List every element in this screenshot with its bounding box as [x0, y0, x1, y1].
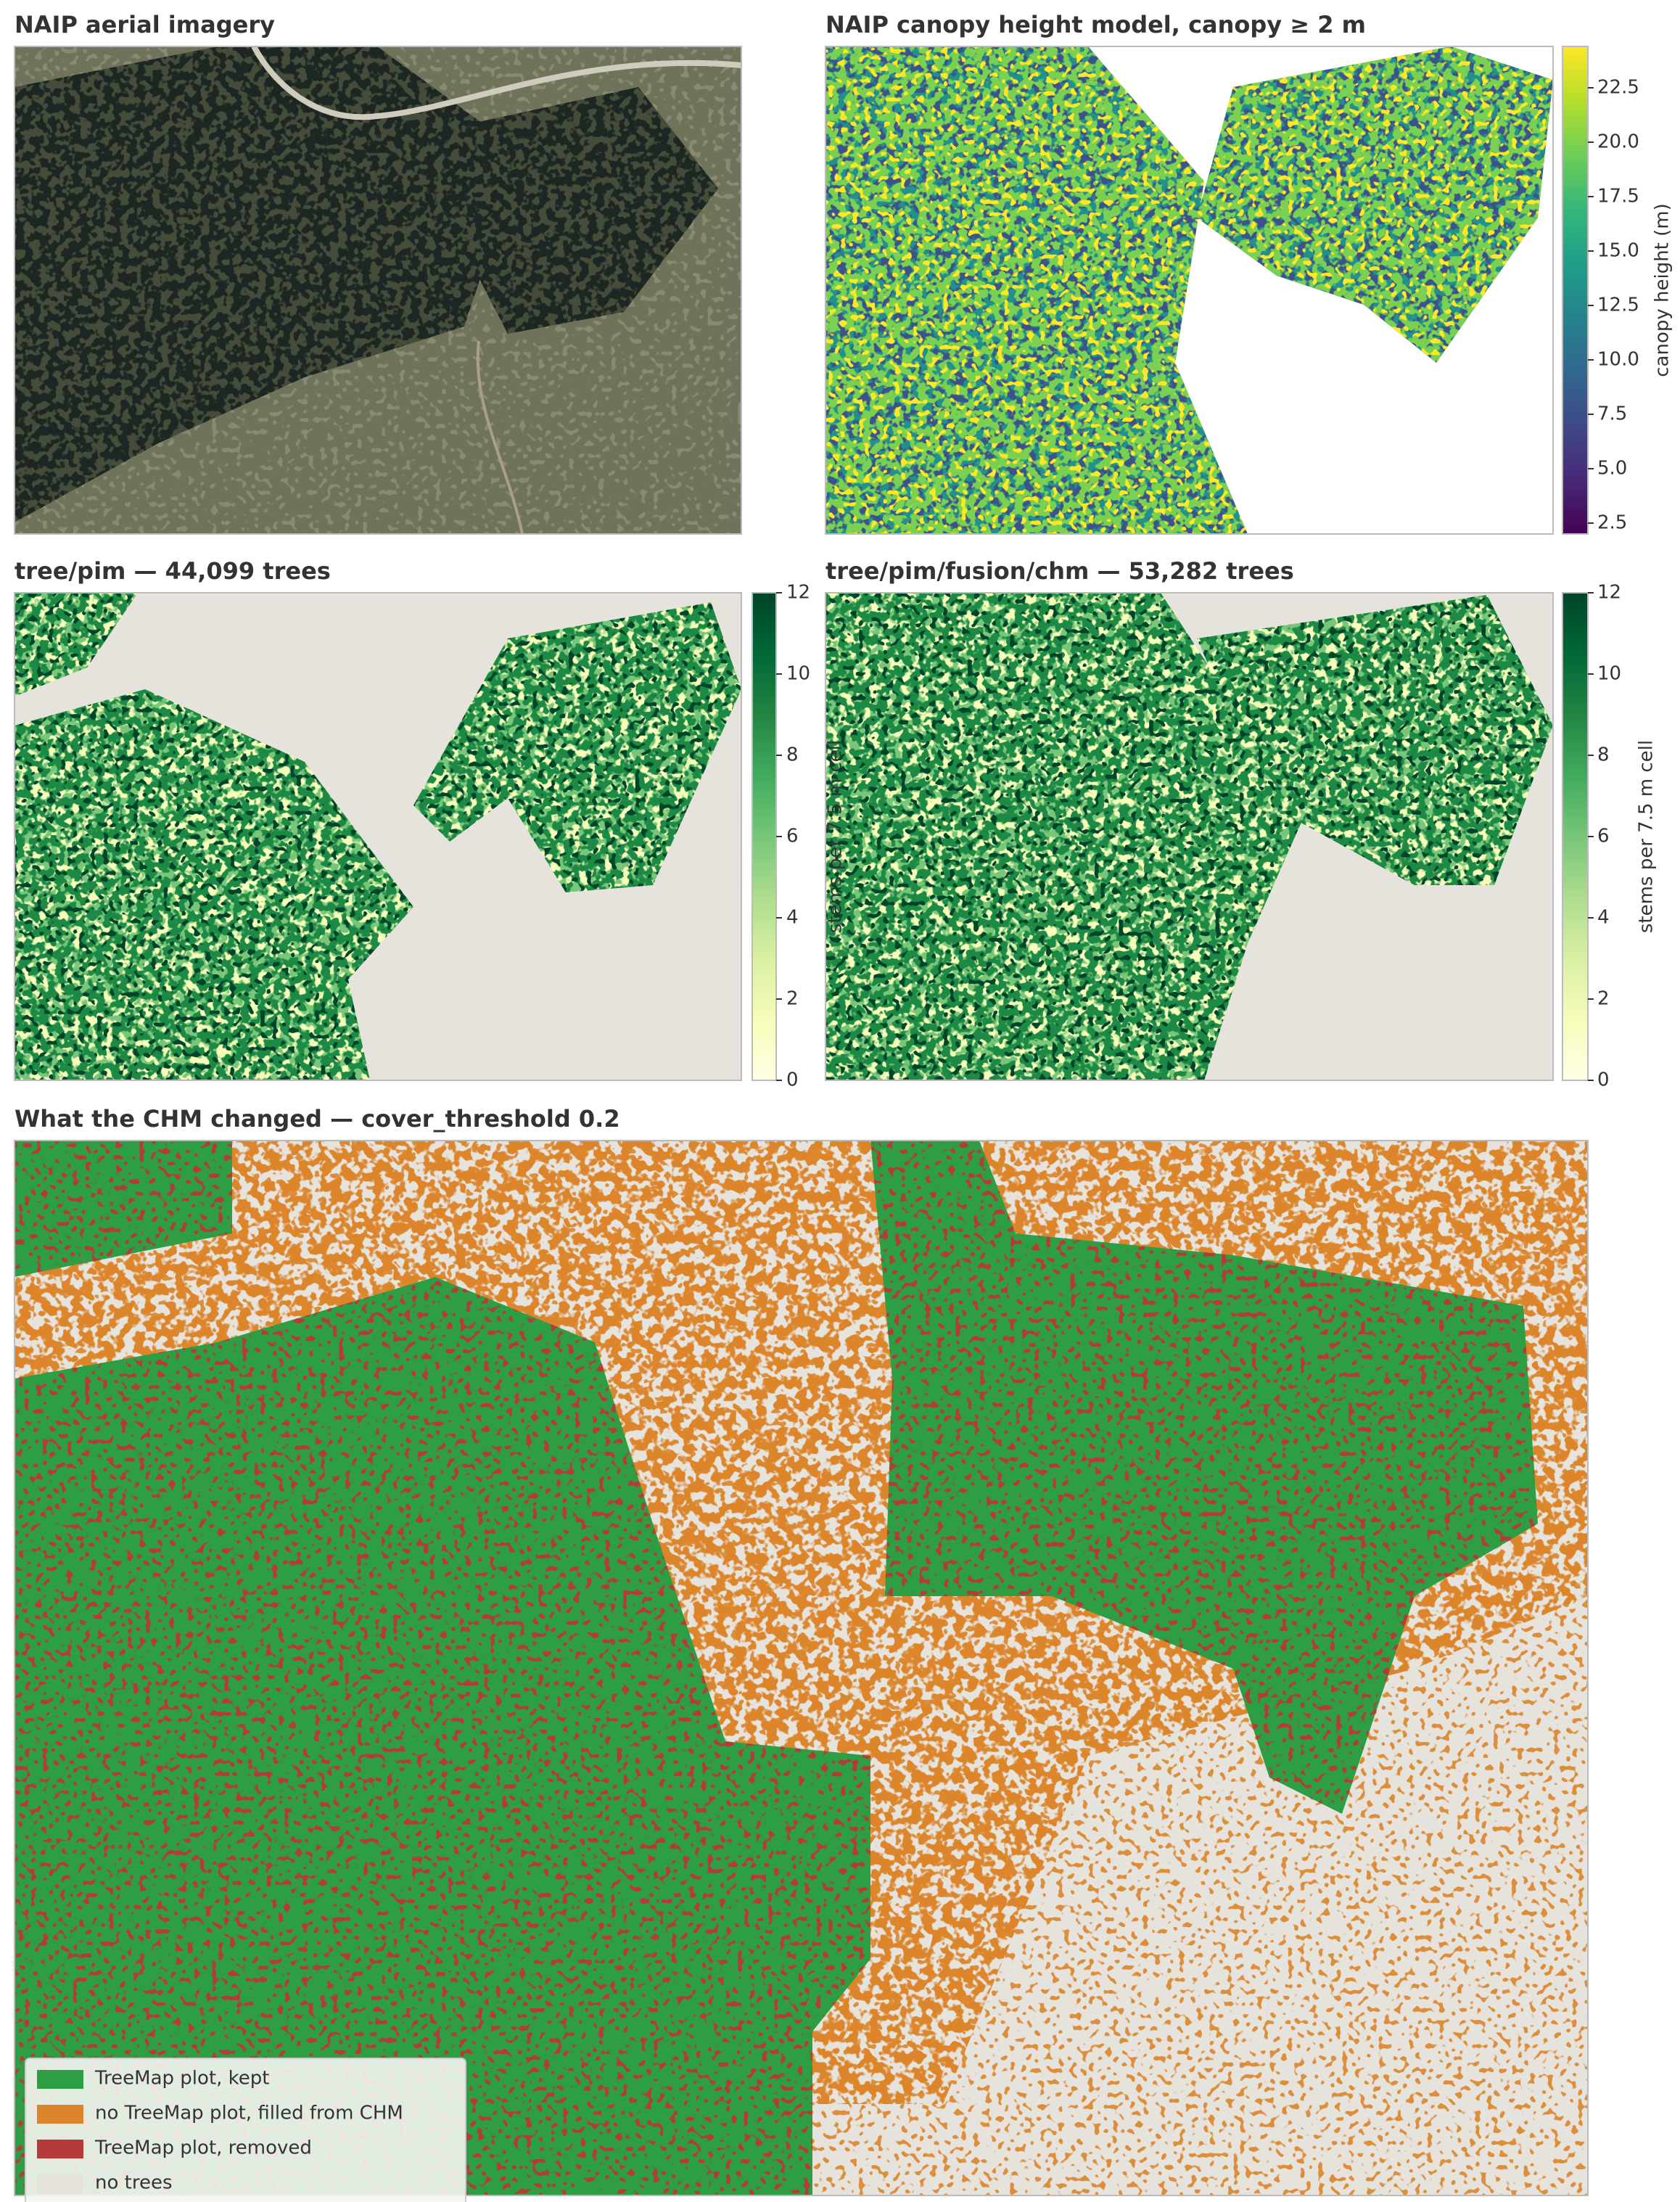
- colorbar-tick-label: 4: [1597, 907, 1610, 929]
- panel: What the CHM changed — cover_threshold 0…: [15, 1105, 620, 2202]
- colorbar-tick-label: 5.0: [1597, 458, 1627, 480]
- colorbar-tick-label: 10.0: [1597, 349, 1639, 371]
- legend-box: [25, 2058, 466, 2202]
- colorbar-tick-label: 7.5: [1597, 403, 1627, 425]
- colorbar-tick-label: 22.5: [1597, 77, 1639, 99]
- colorbar-tick-label: 10: [786, 663, 810, 685]
- colorbar-tick-label: 15.0: [1597, 240, 1639, 262]
- stem-raster: [825, 592, 1554, 1081]
- legend-swatch: [37, 2105, 83, 2124]
- colorbar-tick-label: 0: [786, 1069, 799, 1091]
- colorbar: [752, 592, 777, 1081]
- legend-swatch: [37, 2174, 83, 2193]
- legend-label: no trees: [95, 2172, 173, 2194]
- colorbar-tick-label: 20.0: [1597, 131, 1639, 153]
- colorbar-label: canopy height (m): [1652, 203, 1673, 377]
- colorbar-tick-label: 6: [1597, 826, 1610, 847]
- panel-title: tree/pim — 44,099 trees: [15, 557, 331, 585]
- panel: tree/pim/fusion/chm — 53,282 trees 0 2 4 6 8 1…: [825, 557, 1658, 1091]
- legend-swatch: [37, 2140, 83, 2158]
- legend-label: TreeMap plot, removed: [94, 2137, 312, 2159]
- colorbar-tick-label: 12.5: [1597, 295, 1639, 316]
- colorbar: [1562, 592, 1589, 1081]
- stem-raster: [14, 592, 742, 1081]
- panel: NAIP canopy height model, canopy ≥ 2 m 2.…: [825, 11, 1673, 535]
- panel-title: NAIP aerial imagery: [15, 11, 275, 38]
- colorbar-tick-label: 6: [786, 826, 799, 847]
- colorbar-tick-label: 2.5: [1597, 512, 1627, 534]
- colorbar-label: stems per 7.5 m cell: [825, 740, 847, 933]
- panel: tree/pim — 44,099 trees 0 2 4 6 8 10 12 stems pe…: [15, 557, 847, 1091]
- panel-title: What the CHM changed — cover_threshold 0…: [15, 1105, 620, 1133]
- colorbar: [1562, 46, 1589, 535]
- legend-label: no TreeMap plot, filled from CHM: [95, 2103, 403, 2124]
- colorbar-label: stems per 7.5 m cell: [1636, 740, 1658, 933]
- panel-title: tree/pim/fusion/chm — 53,282 trees: [825, 557, 1294, 585]
- colorbar-tick-label: 0: [1597, 1069, 1610, 1091]
- colorbar-tick-label: 12: [786, 582, 810, 604]
- panel-title: NAIP canopy height model, canopy ≥ 2 m: [825, 11, 1366, 38]
- panel: NAIP aerial imagery: [15, 11, 275, 38]
- colorbar-tick-label: 2: [1597, 988, 1610, 1010]
- colorbar-tick-label: 10: [1597, 663, 1621, 685]
- aerial-image: [14, 45, 742, 535]
- colorbar-tick-label: 4: [786, 907, 799, 929]
- colorbar-tick-label: 8: [1597, 744, 1610, 766]
- change-raster: [14, 1140, 1589, 2196]
- colorbar-tick-label: 2: [786, 988, 799, 1010]
- legend-swatch: [37, 2070, 83, 2089]
- chm-raster: [825, 46, 1554, 535]
- colorbar-tick-label: 17.5: [1597, 186, 1639, 208]
- legend-label: TreeMap plot, kept: [94, 2068, 270, 2090]
- colorbar-tick-label: 12: [1597, 582, 1621, 604]
- colorbar-tick-label: 8: [786, 744, 799, 766]
